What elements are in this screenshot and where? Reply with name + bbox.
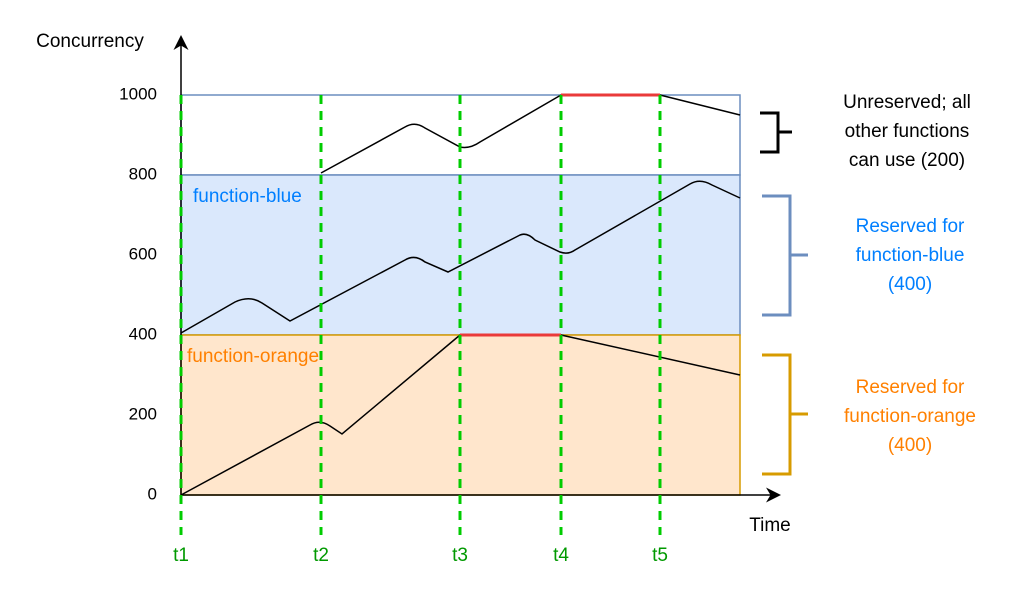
y-axis-label: Concurrency bbox=[36, 31, 144, 52]
annotation: can use (200) bbox=[849, 150, 965, 171]
unreserved-usage bbox=[320, 94, 562, 174]
x-axis-label: Time bbox=[749, 515, 791, 536]
y-tick-label: 0 bbox=[148, 484, 157, 503]
blue-usage bbox=[180, 180, 741, 334]
annotation: function-blue bbox=[856, 245, 965, 266]
y-tick-label: 800 bbox=[129, 164, 157, 183]
y-tick-label: 1000 bbox=[119, 84, 157, 103]
bracket bbox=[760, 111, 792, 154]
annotation: Unreserved; all bbox=[843, 92, 971, 113]
time-label: t4 bbox=[553, 545, 569, 566]
bracket bbox=[762, 194, 808, 317]
time-label: t2 bbox=[313, 545, 329, 566]
annotation: Reserved for bbox=[856, 377, 965, 398]
orange-usage bbox=[560, 334, 741, 376]
annotation: other functions bbox=[845, 121, 970, 142]
region-label: function-orange bbox=[187, 346, 319, 367]
time-label: t3 bbox=[452, 545, 468, 566]
time-label: t5 bbox=[652, 545, 668, 566]
annotation: (400) bbox=[888, 435, 932, 456]
annotation: function-orange bbox=[844, 406, 976, 427]
unreserved-usage bbox=[659, 94, 741, 116]
region-label: function-blue bbox=[193, 186, 302, 207]
annotation: Reserved for bbox=[856, 216, 965, 237]
y-tick-label: 200 bbox=[129, 404, 157, 423]
time-label: t1 bbox=[173, 545, 189, 566]
y-tick-label: 400 bbox=[129, 324, 157, 343]
annotation: (400) bbox=[888, 274, 932, 295]
bracket bbox=[762, 353, 808, 476]
y-tick-label: 600 bbox=[129, 244, 157, 263]
